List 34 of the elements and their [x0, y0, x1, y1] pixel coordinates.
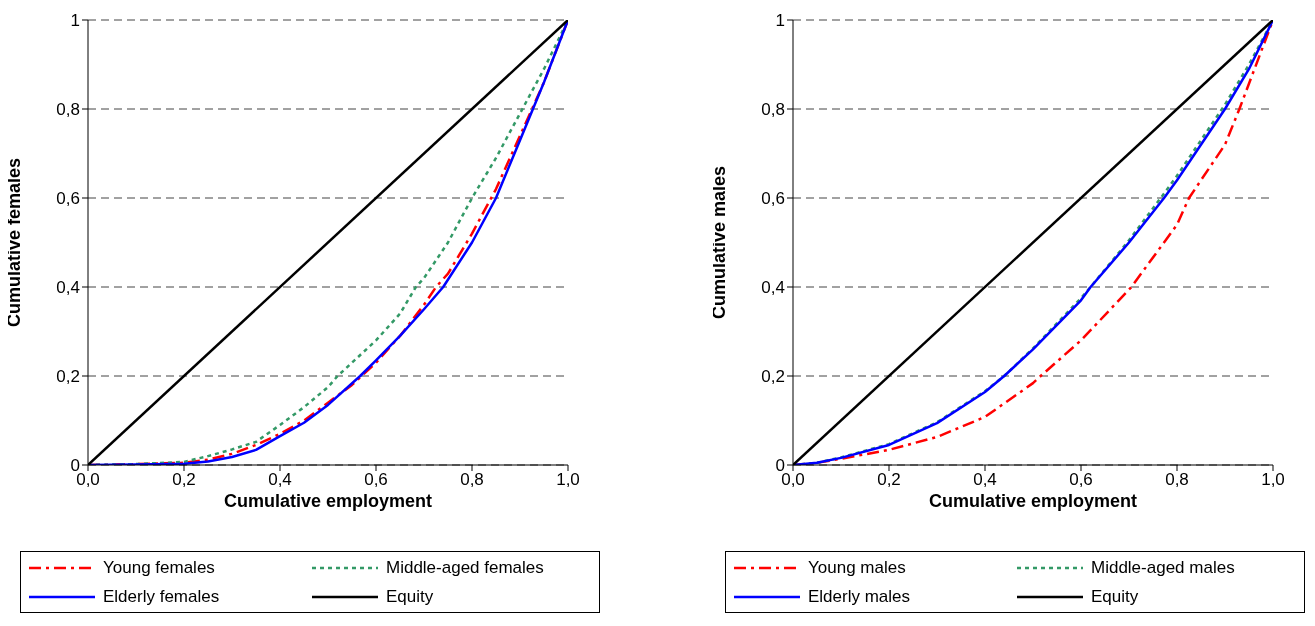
x-tick-label: 0,4 [268, 470, 292, 490]
x-tick-label: 0,0 [781, 470, 805, 490]
y-tick-label: 0,4 [56, 278, 80, 298]
x-tick-label: 0,0 [76, 470, 100, 490]
x-tick-label: 0,2 [172, 470, 196, 490]
x-tick-label: 0,2 [877, 470, 901, 490]
y-axis-title: Cumulative males [709, 165, 730, 320]
x-tick-label: 1,0 [556, 470, 580, 490]
legend-label: Young females [103, 557, 215, 578]
x-tick-label: 1,0 [1261, 470, 1285, 490]
legend-label: Young males [808, 557, 906, 578]
y-tick-label: 0,2 [56, 367, 80, 387]
legend-label: Equity [1091, 586, 1139, 607]
x-tick-label: 0,6 [364, 470, 388, 490]
y-tick-label: 0,6 [761, 189, 785, 209]
y-tick-label: 0,8 [761, 100, 785, 120]
legend-label: Elderly females [103, 586, 220, 607]
legend-label: Equity [386, 586, 434, 607]
y-tick-label: 0,4 [761, 278, 785, 298]
x-tick-label: 0,4 [973, 470, 997, 490]
x-tick-label: 0,8 [460, 470, 484, 490]
x-tick-label: 0,8 [1165, 470, 1189, 490]
legend-label: Elderly males [808, 586, 911, 607]
x-axis-title: Cumulative employment [223, 491, 433, 511]
y-tick-label: 0,6 [56, 189, 80, 209]
y-tick-label: 0,2 [761, 367, 785, 387]
x-axis-title: Cumulative employment [928, 491, 1138, 511]
y-tick-label: 1 [775, 11, 785, 31]
y-tick-label: 0,8 [56, 100, 80, 120]
x-tick-label: 0,6 [1069, 470, 1093, 490]
legend-label: Middle-aged females [386, 557, 544, 578]
y-axis-title: Cumulative females [4, 157, 25, 328]
y-tick-label: 1 [70, 11, 80, 31]
legend-label: Middle-aged males [1091, 557, 1235, 578]
